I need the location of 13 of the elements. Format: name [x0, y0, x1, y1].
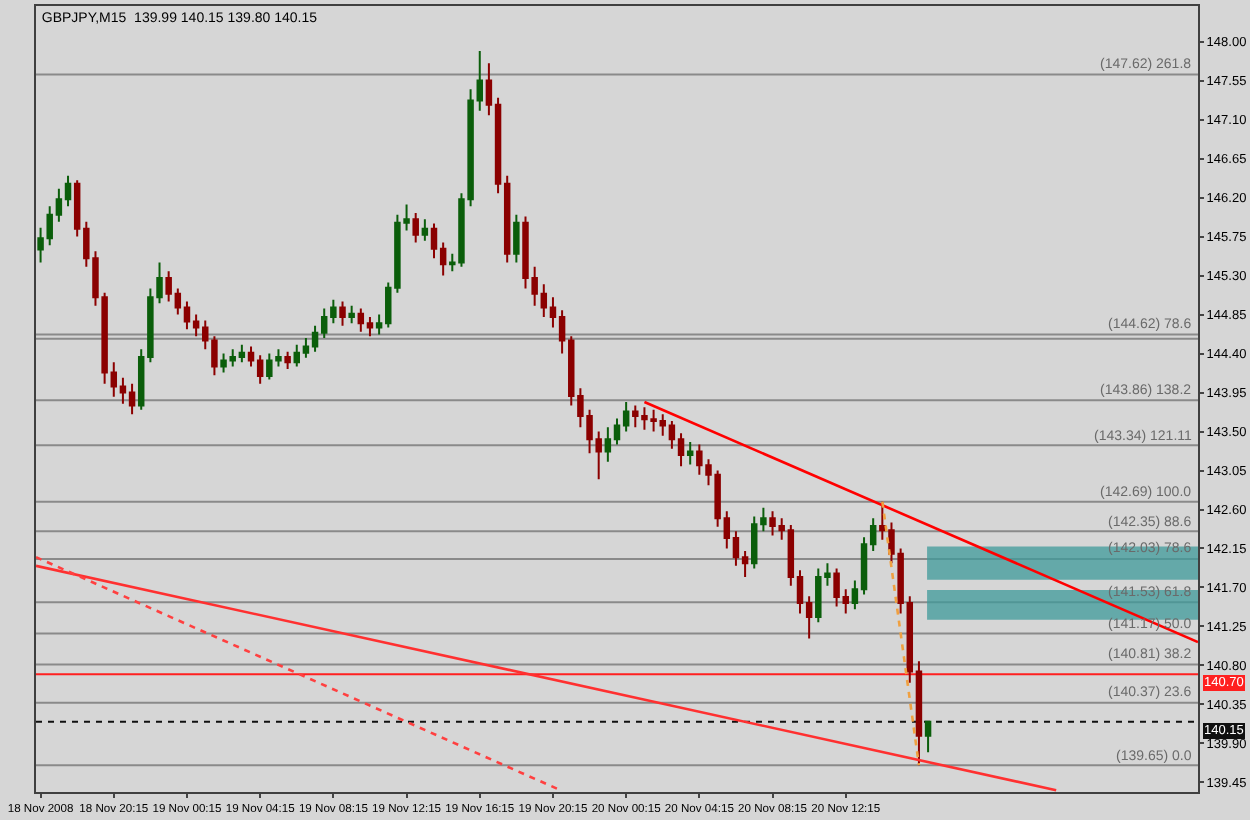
candlestick	[339, 300, 346, 327]
candlestick	[924, 720, 932, 754]
candlestick	[357, 307, 365, 333]
candlestick	[513, 213, 520, 264]
candlestick	[412, 212, 419, 244]
candlestick	[604, 426, 612, 463]
candlestick	[348, 304, 355, 325]
candlestick	[686, 440, 694, 466]
candlestick	[256, 354, 264, 385]
candlestick	[128, 382, 136, 416]
candlestick	[284, 350, 291, 371]
candlestick	[366, 316, 374, 338]
candlestick	[421, 218, 429, 242]
